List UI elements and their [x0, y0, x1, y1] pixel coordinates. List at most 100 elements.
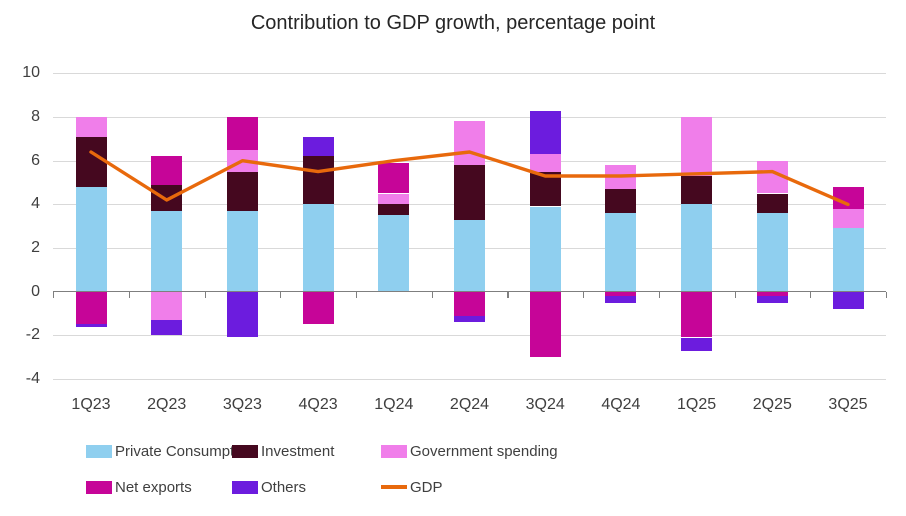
x-axis-tick	[734, 291, 736, 298]
x-axis-tick	[658, 291, 660, 298]
bar-segment-others-4q24	[605, 296, 637, 303]
legend-item-private-consumption: Private Consumption	[86, 442, 255, 460]
x-axis-line	[53, 291, 886, 293]
bar-segment-private-consumption-1q24	[378, 215, 410, 292]
bar-segment-government-spending-3q23	[226, 149, 258, 172]
legend-label-others: Others	[261, 478, 307, 496]
x-axis-tick	[507, 291, 509, 298]
bar-segment-private-consumption-3q25	[832, 228, 864, 292]
bar-segment-investment-3q24	[529, 171, 561, 207]
legend-item-gdp: GDP	[381, 478, 443, 496]
bar-segment-net-exports-3q25	[832, 186, 864, 209]
x-tick-label-2q25: 2Q25	[752, 396, 792, 413]
x-axis-tick	[810, 291, 812, 298]
x-axis-tick	[885, 291, 888, 298]
y-tick-label-10: 10	[22, 64, 40, 82]
x-tick-label-4q23: 4Q23	[298, 396, 338, 413]
y-tick-label-8: 8	[31, 108, 40, 126]
bar-segment-investment-2q25	[756, 193, 788, 214]
bar-segment-private-consumption-1q23	[75, 186, 107, 292]
y-tick-label-6: 6	[31, 151, 40, 169]
bar-segment-net-exports-2q23	[151, 156, 183, 185]
bar-segment-government-spending-1q23	[75, 117, 107, 137]
bar-segment-net-exports-4q23	[302, 291, 334, 325]
bar-segment-others-2q25	[756, 296, 788, 303]
bar-segment-private-consumption-2q24	[454, 219, 485, 292]
gridline--2	[53, 335, 886, 337]
legend-label-net-exports: Net exports	[115, 478, 192, 496]
bar-segment-net-exports-2q24	[454, 291, 485, 316]
y-tick-label--4: -4	[25, 370, 40, 387]
bar-segment-private-consumption-2q23	[151, 210, 183, 292]
legend-swatch-private-consumption	[86, 444, 112, 458]
bar-segment-net-exports-3q24	[529, 291, 561, 358]
gridline-8	[53, 117, 886, 119]
x-tick-label-4q24: 4Q24	[601, 396, 641, 413]
bar-segment-others-3q24	[529, 110, 561, 155]
x-tick-label-1q24: 1Q24	[374, 396, 414, 413]
bar-segment-others-1q23	[75, 324, 107, 327]
x-tick-label-3q24: 3Q24	[525, 396, 565, 413]
bar-segment-investment-4q24	[605, 189, 637, 214]
gridline--4	[53, 379, 886, 380]
bar-segment-private-consumption-4q23	[302, 204, 334, 292]
bar-segment-others-3q23	[226, 291, 258, 338]
legend-line-marker-gdp	[381, 485, 407, 489]
bar-segment-net-exports-1q25	[681, 291, 713, 338]
bar-segment-investment-3q23	[226, 171, 258, 211]
bar-segment-investment-1q23	[75, 136, 107, 187]
y-tick-label-2: 2	[31, 239, 40, 256]
bar-segment-government-spending-1q25	[681, 117, 713, 176]
legend-swatch-investment	[232, 444, 258, 458]
legend-swatch-net-exports	[86, 480, 112, 494]
bar-segment-net-exports-1q23	[75, 291, 107, 325]
bar-segment-investment-4q23	[302, 156, 334, 205]
bar-segment-net-exports-4q24	[605, 291, 637, 297]
bar-segment-private-consumption-3q24	[529, 206, 561, 292]
bar-segment-government-spending-3q25	[832, 208, 864, 229]
x-axis-tick	[204, 291, 206, 298]
x-axis-tick	[355, 291, 358, 298]
x-axis-tick	[280, 291, 282, 298]
gridline-10	[53, 73, 886, 75]
legend-label-investment: Investment	[261, 442, 335, 460]
bar-segment-government-spending-4q24	[605, 165, 637, 190]
x-tick-label-2q23: 2Q23	[147, 396, 187, 413]
legend-swatch-others	[232, 480, 258, 494]
legend-label-government-spending: Government spending	[410, 442, 558, 460]
legend-item-investment: Investment	[232, 442, 335, 460]
bar-segment-government-spending-1q24	[378, 193, 410, 205]
bar-segment-others-3q25	[832, 291, 864, 310]
x-axis-tick	[128, 291, 130, 298]
bar-segment-government-spending-2q23	[151, 291, 183, 321]
legend-swatch-government-spending	[381, 444, 407, 458]
legend-label-gdp: GDP	[410, 478, 443, 496]
legend-item-government-spending: Government spending	[381, 442, 558, 460]
bar-segment-investment-1q25	[681, 176, 713, 205]
bar-segment-private-consumption-4q24	[605, 213, 637, 292]
legend-label-private-consumption: Private Consumption	[115, 442, 255, 460]
bar-segment-net-exports-2q25	[756, 291, 788, 297]
bar-segment-government-spending-2q24	[454, 121, 485, 166]
bar-segment-government-spending-2q25	[756, 160, 788, 194]
bar-segment-others-2q23	[151, 320, 183, 336]
x-tick-label-1q25: 1Q25	[677, 396, 717, 413]
x-axis-tick	[53, 291, 55, 298]
x-tick-label-3q23: 3Q23	[222, 396, 262, 413]
bar-segment-private-consumption-2q25	[756, 213, 788, 292]
bar-segment-private-consumption-3q23	[226, 210, 258, 292]
x-tick-label-3q25: 3Q25	[828, 396, 868, 413]
legend-item-net-exports: Net exports	[86, 478, 192, 496]
bar-segment-net-exports-1q24	[378, 162, 410, 194]
x-tick-label-1q23: 1Q23	[71, 396, 111, 413]
x-tick-label-2q24: 2Q24	[449, 396, 490, 413]
bar-segment-investment-1q24	[378, 204, 410, 216]
bar-segment-investment-2q23	[151, 184, 183, 211]
y-tick-label-4: 4	[31, 195, 40, 213]
bar-segment-net-exports-3q23	[226, 117, 258, 150]
bar-segment-others-4q23	[302, 136, 334, 157]
x-axis-tick	[431, 291, 433, 298]
x-axis-tick	[583, 291, 585, 298]
bar-segment-government-spending-3q24	[529, 154, 561, 172]
